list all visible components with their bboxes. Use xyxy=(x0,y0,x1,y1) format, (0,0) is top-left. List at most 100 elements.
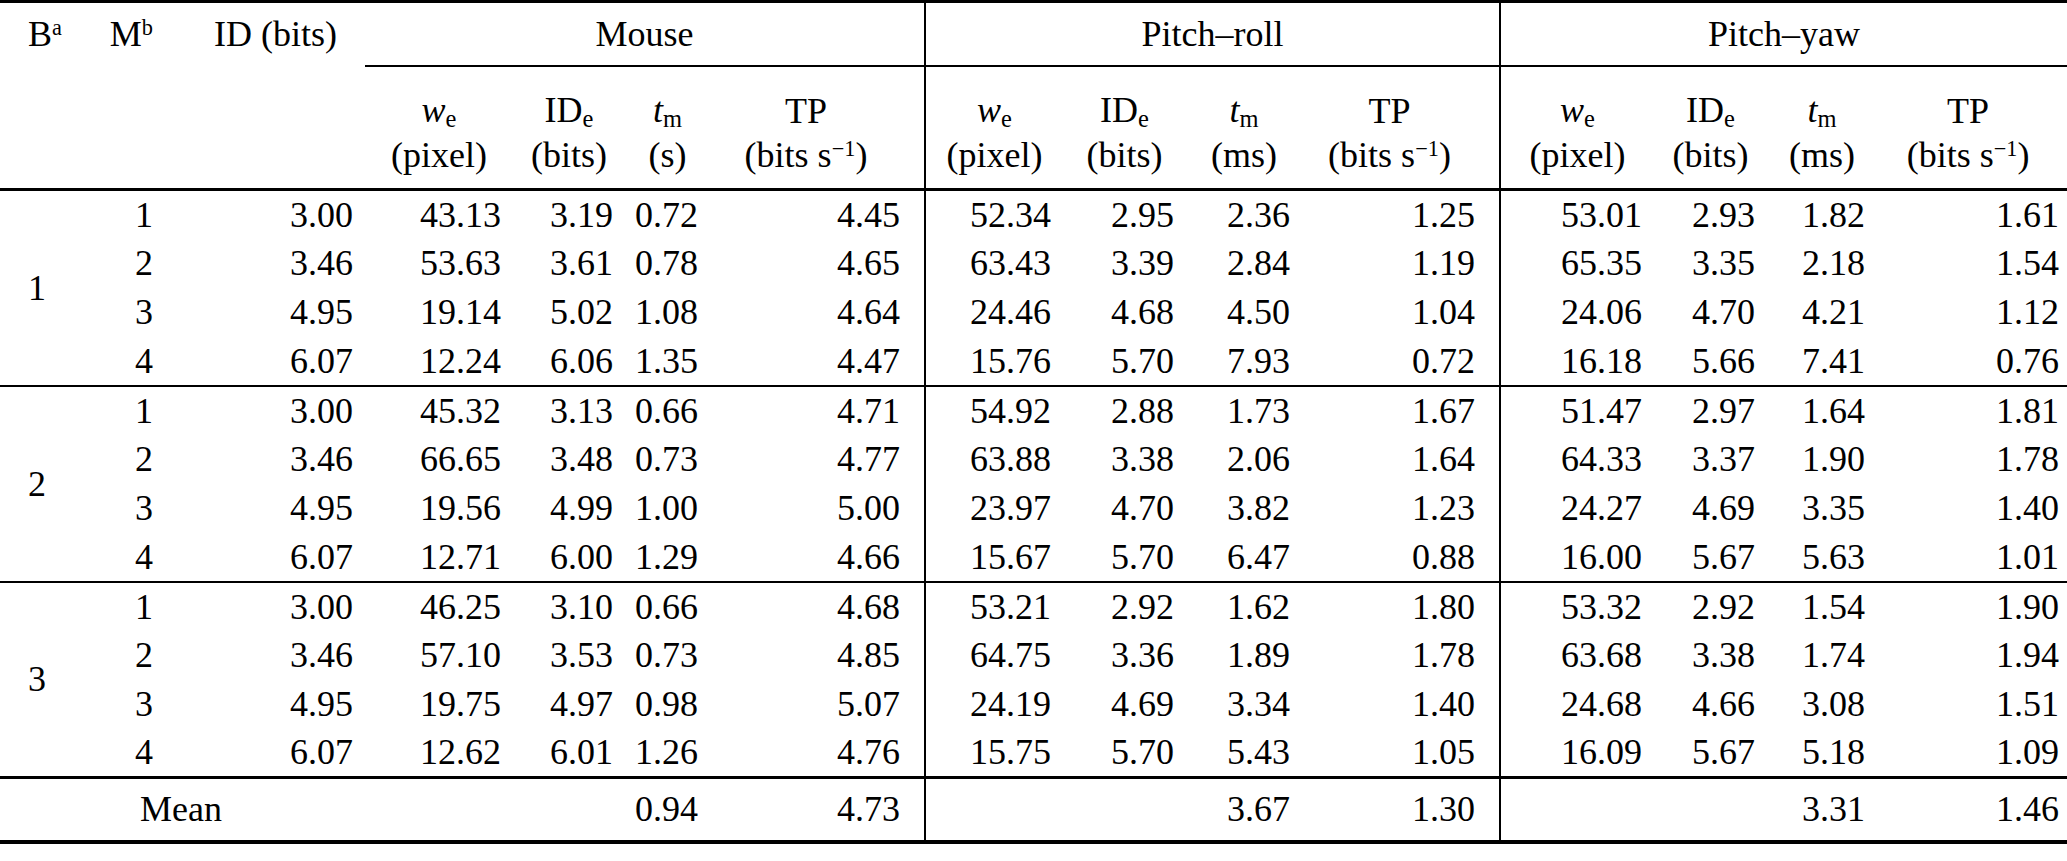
cell-ide-pitch-roll: 5.70 xyxy=(1063,729,1186,778)
cell-tm-pitch-yaw: 1.90 xyxy=(1767,435,1877,484)
cell-m: 2 xyxy=(85,631,165,680)
cell-we-mouse: 19.56 xyxy=(365,484,513,533)
cell-b: 3 xyxy=(0,582,85,778)
cell-ide-mouse: 4.99 xyxy=(513,484,625,533)
cell-tp-pitch-yaw: 1.54 xyxy=(1877,239,2067,288)
tp-symbol: TP xyxy=(710,90,902,134)
cell-tp-pitch-yaw: 1.94 xyxy=(1877,631,2067,680)
tm-subscript: m xyxy=(1817,105,1836,132)
we-subscript: e xyxy=(1001,105,1012,132)
ide-symbol: ID xyxy=(1100,90,1138,130)
cell-tm-mouse: 0.98 xyxy=(625,680,710,729)
cell-we-pitch-yaw: 16.09 xyxy=(1500,729,1654,778)
cell-we-pitch-yaw: 24.68 xyxy=(1500,680,1654,729)
cell-ide-pitch-yaw: 3.38 xyxy=(1654,631,1767,680)
col-header-id-label: ID (bits) xyxy=(214,14,337,54)
cell-tp-pitch-yaw: 1.78 xyxy=(1877,435,2067,484)
mean-label: Mean xyxy=(85,778,365,842)
table-row: 4 6.07 12.62 6.01 1.26 4.76 15.75 5.70 5… xyxy=(0,729,2067,778)
cell-id: 4.95 xyxy=(165,484,365,533)
cell-tm-mouse: 1.00 xyxy=(625,484,710,533)
we-subscript: e xyxy=(1584,105,1595,132)
table-row: 4 6.07 12.24 6.06 1.35 4.47 15.76 5.70 7… xyxy=(0,337,2067,386)
cell-tm-pitch-yaw: 4.21 xyxy=(1767,288,1877,337)
col-header-m-label: M xyxy=(110,14,142,54)
col-header-tm-mouse: tm(s) xyxy=(625,66,710,190)
cell-we-pitch-yaw: 64.33 xyxy=(1500,435,1654,484)
cell-ide-pitch-yaw: 5.66 xyxy=(1654,337,1767,386)
cell-tp-pitch-roll: 1.64 xyxy=(1302,435,1500,484)
cell-tp-pitch-roll: 1.67 xyxy=(1302,386,1500,435)
cell-ide-pitch-yaw: 3.35 xyxy=(1654,239,1767,288)
cell-we-pitch-roll: 63.43 xyxy=(925,239,1063,288)
cell-we-mouse: 45.32 xyxy=(365,386,513,435)
cell-we-mouse: 12.24 xyxy=(365,337,513,386)
cell-id: 6.07 xyxy=(165,337,365,386)
cell-tm-pitch-roll: 4.50 xyxy=(1186,288,1302,337)
cell-we-pitch-yaw: 16.18 xyxy=(1500,337,1654,386)
cell-ide-pitch-roll: 4.69 xyxy=(1063,680,1186,729)
cell-ide-mouse: 3.48 xyxy=(513,435,625,484)
tp-unit: (bits s−1) xyxy=(710,134,902,178)
cell-id: 4.95 xyxy=(165,680,365,729)
cell-m: 3 xyxy=(85,680,165,729)
ide-unit: (bits) xyxy=(1063,134,1186,178)
table-row: 4 6.07 12.71 6.00 1.29 4.66 15.67 5.70 6… xyxy=(0,533,2067,582)
ide-subscript: e xyxy=(1138,105,1149,132)
cell-we-pitch-roll: 54.92 xyxy=(925,386,1063,435)
cell-tp-mouse: 5.00 xyxy=(710,484,925,533)
cell-we-mouse: 46.25 xyxy=(365,582,513,631)
col-header-m: Mb xyxy=(85,2,165,190)
ide-symbol: ID xyxy=(1686,90,1724,130)
cell-id: 3.46 xyxy=(165,239,365,288)
cell-tp-mouse: 4.68 xyxy=(710,582,925,631)
cell-ide-pitch-roll: 3.39 xyxy=(1063,239,1186,288)
tm-unit: (s) xyxy=(625,134,710,178)
cell-m: 3 xyxy=(85,288,165,337)
cell-b: 2 xyxy=(0,386,85,582)
cell-ide-pitch-yaw: 4.70 xyxy=(1654,288,1767,337)
cell-tp-pitch-roll: 1.23 xyxy=(1302,484,1500,533)
cell-id: 3.46 xyxy=(165,435,365,484)
cell-we-mouse: 19.75 xyxy=(365,680,513,729)
col-header-id: ID (bits) xyxy=(165,2,365,190)
cell-tm-pitch-yaw: 1.64 xyxy=(1767,386,1877,435)
mean-row: Mean 0.94 4.73 3.67 1.30 3.31 1.46 xyxy=(0,778,2067,842)
cell-we-mouse: 12.71 xyxy=(365,533,513,582)
tm-symbol: t xyxy=(653,90,663,130)
cell-we-pitch-yaw: 51.47 xyxy=(1500,386,1654,435)
cell-tm-pitch-roll: 7.93 xyxy=(1186,337,1302,386)
cell-m: 1 xyxy=(85,582,165,631)
cell-m: 4 xyxy=(85,729,165,778)
cell-tp-pitch-yaw: 1.51 xyxy=(1877,680,2067,729)
block-b1: 1 1 3.00 43.13 3.19 0.72 4.45 52.34 2.95… xyxy=(0,190,2067,386)
cell-tm-mouse: 0.73 xyxy=(625,435,710,484)
cell-we-pitch-yaw: 24.06 xyxy=(1500,288,1654,337)
col-header-b-label: B xyxy=(28,14,52,54)
table-row: 3 4.95 19.14 5.02 1.08 4.64 24.46 4.68 4… xyxy=(0,288,2067,337)
cell-tm-pitch-yaw: 3.08 xyxy=(1767,680,1877,729)
cell-tp-pitch-roll: 1.19 xyxy=(1302,239,1500,288)
cell-tm-pitch-yaw: 7.41 xyxy=(1767,337,1877,386)
cell-we-pitch-yaw: 53.32 xyxy=(1500,582,1654,631)
ide-subscript: e xyxy=(1724,105,1735,132)
cell-ide-pitch-yaw: 4.66 xyxy=(1654,680,1767,729)
cell-tm-mouse: 0.78 xyxy=(625,239,710,288)
cell-tp-pitch-roll: 0.72 xyxy=(1302,337,1500,386)
tm-symbol: t xyxy=(1807,90,1817,130)
cell-m: 4 xyxy=(85,533,165,582)
cell-mean-tm-mouse: 0.94 xyxy=(625,778,710,842)
cell-ide-pitch-yaw-empty xyxy=(1654,778,1767,842)
cell-we-pitch-roll: 15.67 xyxy=(925,533,1063,582)
cell-tp-mouse: 4.45 xyxy=(710,190,925,239)
cell-we-pitch-roll: 15.75 xyxy=(925,729,1063,778)
cell-ide-pitch-roll-empty xyxy=(1063,778,1186,842)
table-row: 3 4.95 19.56 4.99 1.00 5.00 23.97 4.70 3… xyxy=(0,484,2067,533)
col-header-ide-mouse: IDe(bits) xyxy=(513,66,625,190)
cell-we-pitch-yaw: 24.27 xyxy=(1500,484,1654,533)
cell-tm-mouse: 0.66 xyxy=(625,582,710,631)
we-unit: (pixel) xyxy=(365,134,513,178)
cell-we-pitch-yaw-empty xyxy=(1500,778,1654,842)
table-row: 2 3.46 53.63 3.61 0.78 4.65 63.43 3.39 2… xyxy=(0,239,2067,288)
col-header-b: Ba xyxy=(0,2,85,190)
